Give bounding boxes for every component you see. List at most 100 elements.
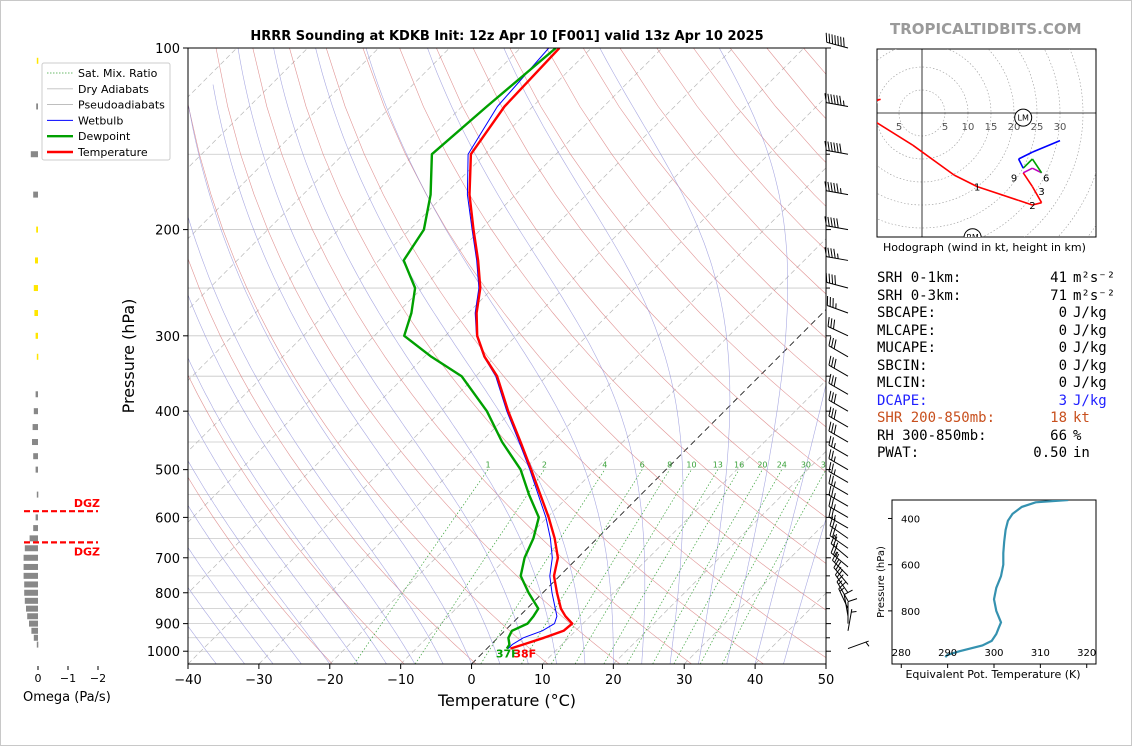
omega-panel: DGZ DGZ 0 −1 −2 [23,57,106,685]
theta-e-ytick-label: 600 [901,561,920,572]
temperature-line [468,48,574,650]
hodograph-segment [953,174,978,188]
wind-barb [847,598,858,624]
parameter-unit: J/kg [1073,340,1107,356]
isotherm [542,379,826,664]
wind-barbs [824,32,870,650]
dry-adiabat [619,48,826,295]
parameter-value: 66 [1050,427,1067,444]
wind-barb [828,336,849,358]
omega-bar [29,620,38,627]
x-tick-label: 40 [747,673,764,688]
skewt-background-lines: 1 2 4 6 8 10 13 16 20 24 30 36 [188,48,826,664]
wind-barb [834,566,849,594]
parameter-label: SHR 200-850mb: [877,410,996,426]
pseudoadiabat [188,504,302,664]
parameter-value: 0 [1058,375,1067,391]
hodograph-segment [1022,167,1033,174]
parameter-row: SBCAPE: 0 J/kg [877,305,1115,323]
pseudoadiabat [212,84,501,664]
wind-barb [828,390,849,412]
x-axis-label: Temperature (°C) [437,691,576,710]
hodograph-segment [1031,186,1043,204]
dewpoint-line [402,48,557,650]
wind-barb [828,421,849,443]
storm-motion-label: LM [1018,114,1029,123]
wind-barb [825,32,849,49]
mixing-ratio-line [673,469,783,664]
pseudoadiabat [315,48,586,664]
mixing-ratio-line [626,469,740,664]
wind-barb [826,295,849,314]
mixing-ratio-line [603,469,719,664]
mixing-ratio-label: 10 [686,461,696,470]
omega-tick-label: 0 [35,672,42,685]
hodograph-segment [1032,201,1042,206]
mixing-ratio-label: 13 [713,461,723,470]
parameter-unit: m²s⁻² [1073,287,1116,304]
parameter-value: 0.50 [1033,445,1067,461]
storm-motion-marker [1014,108,1033,127]
dry-adiabat [215,48,621,664]
theta-e-ylabel: Pressure (hPa) [876,546,887,618]
parameter-label: SRH 0-1km: [877,270,962,286]
legend-label: Dry Adiabats [78,83,149,96]
wetbulb-line [466,48,558,649]
isotherm [613,450,826,664]
wind-barb [828,485,849,507]
isotherm [329,167,826,664]
dry-adiabat [188,257,477,664]
mixing-ratio-label: 6 [640,461,645,470]
wind-barb [827,317,849,337]
x-tick-label: 20 [605,673,622,688]
hodograph-ring-label: 5 [942,122,948,133]
y-tick-label: 100 [155,42,180,57]
legend: Sat. Mix. Ratio Dry Adiabats Pseudoadiabat… [41,62,171,161]
omega-bar [23,554,38,561]
omega-bar [34,310,38,317]
theta-e-xtick-label: 320 [1077,648,1096,659]
chart-title: HRRR Sounding at KDKB Init: 12z Apr 10 [… [250,29,763,44]
mixing-ratio-label: 20 [757,461,767,470]
dry-adiabat [546,48,826,383]
x-tick-label: −40 [174,673,201,688]
legend-label: Temperature [77,146,148,159]
omega-bar [33,525,38,532]
y-tick-label: 300 [155,330,180,345]
wind-barb [828,373,849,395]
parameter-value: 18 [1050,410,1067,426]
pseudoadiabat [188,106,472,664]
legend-label: Sat. Mix. Ratio [78,67,158,80]
wind-barb [824,93,849,107]
parameter-value: 41 [1050,270,1067,286]
omega-bar [35,514,38,521]
wind-barb [843,589,853,617]
hodograph-segment [976,185,1019,202]
pseudoadiabat [719,48,789,664]
legend-label: Wetbulb [78,114,123,127]
x-tick-label: −30 [245,673,272,688]
omega-bar [29,535,38,542]
hodograph-segment [1022,158,1033,169]
wind-barb [824,140,849,155]
y-axis-label: Pressure (hPa) [119,299,138,414]
omega-bar [35,257,38,264]
omega-bar [24,581,38,588]
theta-e-xtick-label: 310 [1031,648,1050,659]
parameter-value: 71 [1050,287,1067,304]
y-tick-label: 400 [155,405,180,420]
hodograph-segment [877,98,881,102]
hodograph-segment [1032,167,1042,174]
mixing-ratio-label: 8 [667,461,672,470]
dry-adiabat [188,476,333,664]
hodograph-segment [1018,199,1033,206]
parameter-label: SBCAPE: [877,305,937,321]
omega-bar [33,408,38,415]
pseudoadiabat [783,517,826,664]
mixing-ratio-line [354,469,489,664]
parameter-unit: J/kg [1073,392,1107,409]
omega-bar [33,285,38,292]
hodograph-height-label: 3 [1038,187,1044,198]
parameter-label: SBCIN: [877,357,928,374]
